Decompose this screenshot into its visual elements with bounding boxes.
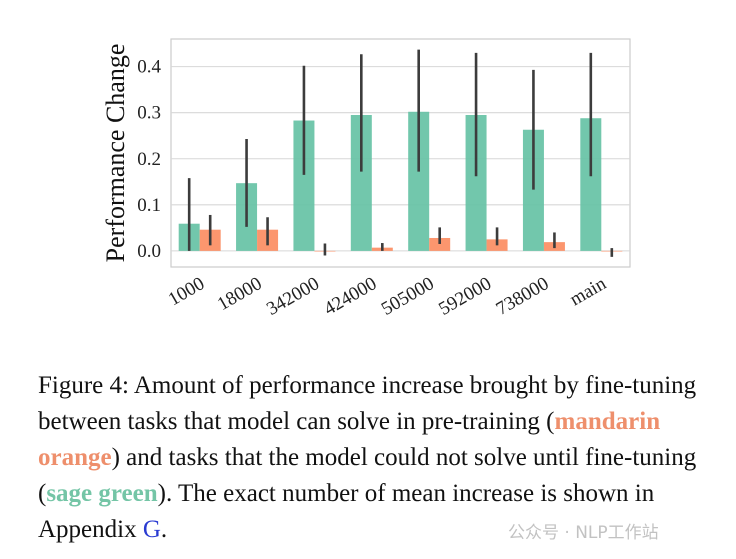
bar-green xyxy=(293,120,315,251)
x-tick-label: 1000 xyxy=(165,273,208,310)
x-tick-label: 505000 xyxy=(378,273,438,320)
error-bars xyxy=(187,49,614,257)
y-tick-label: 0.0 xyxy=(137,241,161,262)
y-tick-label: 0.3 xyxy=(137,103,161,124)
bar-green xyxy=(408,111,430,251)
x-tick-label: 592000 xyxy=(435,273,495,320)
x-tick-label: 738000 xyxy=(493,273,553,320)
x-tick-label: main xyxy=(566,273,610,310)
y-tick-label: 0.4 xyxy=(137,57,161,78)
bar-chart: 0.0 0.1 0.2 0.3 0.4 1000 18000342000424000505… xyxy=(101,38,631,320)
x-tick-label: 424000 xyxy=(320,273,380,320)
appendix-link[interactable]: G xyxy=(142,516,161,543)
caption-middle: ) and tasks that the model could not sol… xyxy=(38,444,697,507)
bar-orange xyxy=(429,237,451,251)
caption-green-label: sage green xyxy=(46,480,158,507)
watermark: 公众号 · NLP工作站 xyxy=(508,523,659,543)
y-tick-label: 0.2 xyxy=(137,149,161,170)
y-tick-label: 0.1 xyxy=(137,195,161,216)
bar-green xyxy=(580,118,602,251)
x-tick-label: 342000 xyxy=(263,273,323,320)
figure-caption: Figure 4: Amount of performance increase… xyxy=(38,368,718,548)
bar-green xyxy=(465,115,487,251)
y-axis-label: Performance Change xyxy=(101,44,130,263)
caption-end: . xyxy=(160,516,168,543)
caption-suffix: ). The exact number of mean increase is … xyxy=(38,480,655,543)
caption-orange-label: mandarin orange xyxy=(38,408,661,471)
bar-green xyxy=(350,115,372,251)
y-axis-ticks: 0.0 0.1 0.2 0.3 0.4 xyxy=(137,57,161,262)
bar-green xyxy=(522,129,544,251)
caption-prefix: Figure 4: Amount of performance increase… xyxy=(38,372,697,435)
x-tick-label: 18000 xyxy=(214,273,266,315)
